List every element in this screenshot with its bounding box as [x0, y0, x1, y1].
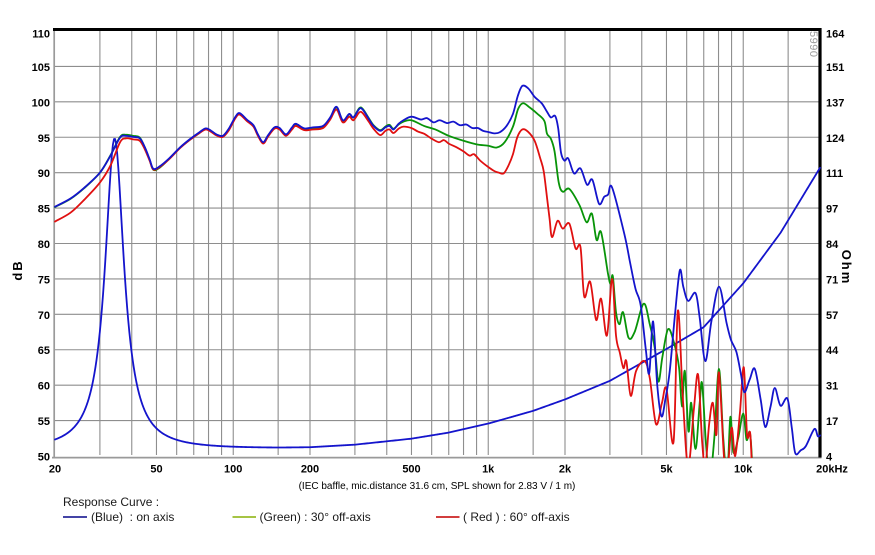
svg-text:60: 60 — [38, 381, 50, 393]
svg-text:55: 55 — [38, 416, 50, 428]
svg-text:500: 500 — [402, 464, 420, 476]
svg-text:65: 65 — [38, 345, 50, 357]
svg-text:80: 80 — [38, 239, 50, 251]
svg-text:200: 200 — [301, 464, 319, 476]
svg-text:20kHz: 20kHz — [816, 464, 848, 476]
svg-text:100: 100 — [32, 97, 50, 109]
svg-text:( Red ) : 60° off-axis: ( Red ) : 60° off-axis — [463, 510, 570, 524]
svg-text:(Green) : 30° off-axis: (Green) : 30° off-axis — [260, 510, 371, 524]
svg-text:(Blue) : on axis: (Blue) : on axis — [91, 510, 174, 524]
svg-text:71: 71 — [826, 274, 838, 286]
svg-text:75: 75 — [38, 274, 50, 286]
svg-text:110: 110 — [32, 29, 50, 41]
svg-text:10k: 10k — [734, 464, 753, 476]
svg-text:(IEC baffle, mic.distance 31.6: (IEC baffle, mic.distance 31.6 cm, SPL s… — [299, 481, 576, 492]
svg-text:31: 31 — [826, 381, 838, 393]
svg-text:50: 50 — [38, 452, 50, 464]
svg-text:151: 151 — [826, 62, 844, 74]
svg-text:164: 164 — [826, 29, 845, 41]
svg-text:2k: 2k — [559, 464, 572, 476]
svg-text:Ohm: Ohm — [839, 250, 854, 286]
svg-text:100: 100 — [224, 464, 242, 476]
svg-text:105: 105 — [32, 62, 50, 74]
svg-text:5k: 5k — [660, 464, 673, 476]
svg-text:44: 44 — [826, 345, 839, 357]
svg-text:4: 4 — [826, 452, 833, 464]
svg-text:90: 90 — [38, 168, 50, 180]
svg-text:1k: 1k — [482, 464, 495, 476]
svg-text:50: 50 — [150, 464, 162, 476]
svg-text:70: 70 — [38, 310, 50, 322]
svg-text:57: 57 — [826, 310, 838, 322]
svg-text:Response Curve :: Response Curve : — [63, 495, 159, 509]
svg-text:20: 20 — [49, 464, 61, 476]
svg-text:84: 84 — [826, 239, 839, 251]
svg-text:95: 95 — [38, 133, 50, 145]
svg-text:5990: 5990 — [807, 31, 819, 57]
svg-text:17: 17 — [826, 416, 838, 428]
svg-text:97: 97 — [826, 204, 838, 216]
svg-text:137: 137 — [826, 97, 844, 109]
svg-text:85: 85 — [38, 204, 50, 216]
svg-text:dB: dB — [10, 259, 25, 280]
svg-text:124: 124 — [826, 133, 845, 145]
svg-text:111: 111 — [826, 168, 843, 180]
